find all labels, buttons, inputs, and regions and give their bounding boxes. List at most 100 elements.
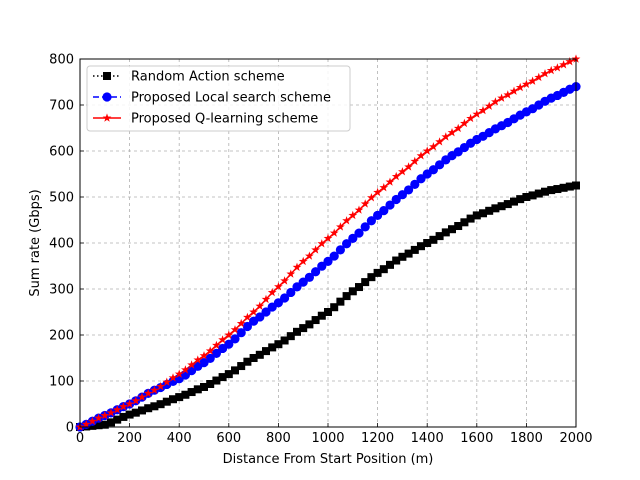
data-point: [379, 206, 389, 216]
data-point: [119, 402, 128, 411]
data-point: [187, 360, 196, 369]
data-point: [472, 109, 482, 118]
y-tick-label: 500: [49, 191, 74, 206]
data-point: [510, 197, 518, 206]
data-point: [448, 225, 456, 234]
data-point: [479, 209, 487, 218]
y-tick-label: 600: [49, 145, 74, 160]
data-point: [367, 193, 376, 202]
data-point: [404, 162, 413, 171]
data-point: [453, 123, 463, 133]
data-point: [534, 72, 544, 82]
data-point: [156, 400, 165, 409]
data-point: [553, 63, 562, 72]
data-point: [267, 287, 277, 297]
data-point: [528, 191, 537, 200]
data-point: [348, 233, 358, 243]
data-point: [553, 185, 562, 194]
data-point: [100, 420, 109, 429]
data-point: [311, 316, 320, 325]
data-point: [317, 239, 327, 248]
data-point: [230, 334, 240, 344]
data-point: [503, 200, 512, 209]
data-point: [342, 216, 351, 225]
data-point: [125, 410, 134, 419]
data-point: [273, 298, 283, 308]
data-point: [565, 182, 574, 191]
data-point: [125, 399, 134, 408]
data-point: [416, 151, 426, 160]
data-point: [360, 199, 370, 208]
data-point: [286, 287, 296, 298]
data-point: [187, 388, 196, 397]
data-point: [460, 118, 469, 128]
data-point: [367, 273, 376, 282]
data-point: [168, 373, 178, 382]
y-tick-label: 0: [66, 421, 74, 436]
legend-label: Proposed Q-learning scheme: [131, 112, 318, 127]
data-point: [546, 65, 556, 75]
x-tick-label: 400: [167, 431, 192, 446]
data-point: [466, 113, 475, 123]
data-point: [422, 146, 432, 155]
data-point: [181, 365, 190, 374]
data-point: [503, 90, 513, 99]
data-point: [242, 321, 252, 332]
data-point: [423, 239, 432, 247]
data-point: [218, 373, 227, 382]
x-tick-label: 1400: [411, 431, 444, 446]
data-point: [528, 76, 537, 85]
legend-box: [86, 65, 351, 132]
data-point: [144, 404, 153, 413]
data-point: [373, 268, 382, 277]
data-point: [522, 79, 531, 89]
data-point: [398, 167, 407, 176]
data-point: [255, 350, 264, 359]
data-point: [218, 335, 227, 344]
data-point: [199, 351, 209, 360]
x-tick-label: 200: [117, 431, 142, 446]
legend-marker: [102, 92, 112, 102]
x-tick-label: 1200: [361, 431, 394, 446]
data-point: [547, 186, 556, 195]
data-point: [193, 355, 203, 364]
data-point: [311, 245, 320, 254]
data-point: [522, 193, 531, 201]
data-point: [298, 277, 308, 287]
data-point: [131, 396, 141, 405]
data-point: [162, 377, 172, 386]
data-point: [88, 416, 97, 425]
data-point: [150, 402, 159, 411]
data-point: [100, 410, 110, 420]
data-point: [193, 385, 202, 394]
data-point: [119, 412, 128, 421]
x-tick-label: 1600: [460, 431, 493, 446]
data-point: [559, 183, 568, 192]
data-point: [354, 228, 364, 238]
legend: Random Action scheme Proposed Local searc…: [86, 65, 351, 132]
y-tick-label: 100: [49, 375, 74, 390]
data-point: [348, 287, 357, 296]
data-point: [175, 393, 184, 402]
y-axis-label: Sum rate (Gbps): [28, 189, 43, 296]
data-point: [397, 190, 407, 200]
data-point: [255, 312, 265, 322]
y-tick-label: 200: [49, 329, 74, 344]
data-point: [385, 200, 395, 210]
data-point: [355, 283, 363, 292]
data-point: [230, 325, 240, 334]
data-point: [107, 418, 115, 427]
data-point: [429, 235, 438, 244]
data-point: [491, 204, 500, 213]
data-point: [94, 413, 103, 422]
data-point: [391, 194, 401, 205]
data-point: [274, 340, 283, 349]
data-point: [112, 405, 122, 414]
data-point: [317, 311, 326, 320]
data-point: [515, 82, 525, 92]
data-point: [541, 187, 549, 196]
data-point: [243, 357, 252, 366]
data-point: [373, 187, 382, 197]
data-point: [94, 421, 103, 430]
data-point: [491, 97, 500, 106]
